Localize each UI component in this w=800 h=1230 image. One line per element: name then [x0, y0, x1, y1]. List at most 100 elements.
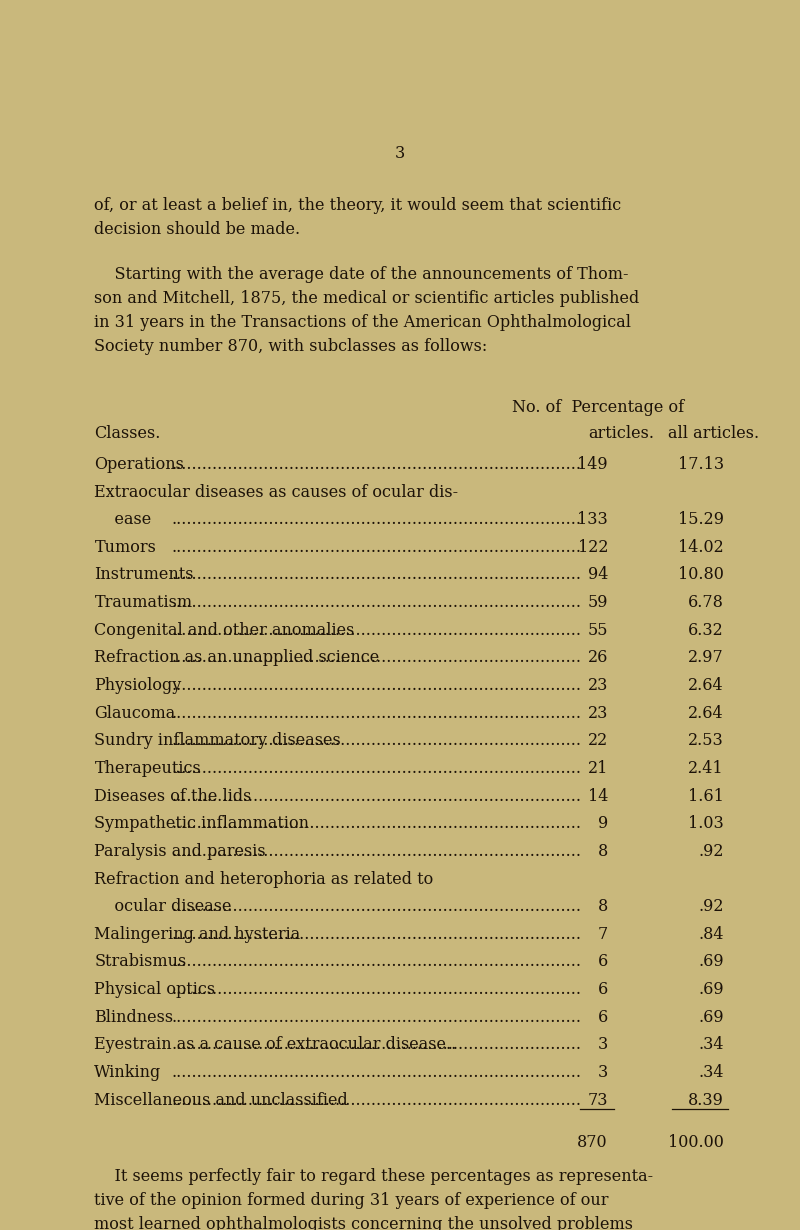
Text: .92: .92 [698, 843, 724, 860]
Text: 8: 8 [598, 843, 608, 860]
Text: Extraocular diseases as causes of ocular dis-: Extraocular diseases as causes of ocular… [94, 483, 458, 501]
Text: 14: 14 [588, 787, 608, 804]
Text: .69: .69 [698, 982, 724, 998]
Text: of, or at least a belief in, the theory, it would seem that scientific
decision : of, or at least a belief in, the theory,… [94, 197, 622, 237]
Text: 2.53: 2.53 [688, 732, 724, 749]
Text: Traumatism: Traumatism [94, 594, 193, 611]
Text: ................................................................................: ........................................… [172, 926, 582, 943]
Text: 94: 94 [588, 567, 608, 583]
Text: 100.00: 100.00 [668, 1134, 724, 1150]
Text: .92: .92 [698, 898, 724, 915]
Text: 6.78: 6.78 [688, 594, 724, 611]
Text: 2.97: 2.97 [688, 649, 724, 667]
Text: Sundry inflammatory diseases: Sundry inflammatory diseases [94, 732, 341, 749]
Text: 15.29: 15.29 [678, 512, 724, 528]
Text: It seems perfectly fair to regard these percentages as representa-
tive of the o: It seems perfectly fair to regard these … [94, 1168, 654, 1230]
Text: Strabismus: Strabismus [94, 953, 186, 970]
Text: ................................................................................: ........................................… [172, 1009, 582, 1026]
Text: Diseases of the lids: Diseases of the lids [94, 787, 252, 804]
Text: .69: .69 [698, 1009, 724, 1026]
Text: ................................................................................: ........................................… [172, 567, 582, 583]
Text: Physiology: Physiology [94, 676, 182, 694]
Text: ................................................................................: ........................................… [172, 1064, 582, 1081]
Text: 26: 26 [588, 649, 608, 667]
Text: 55: 55 [587, 622, 608, 638]
Text: 3: 3 [395, 145, 405, 162]
Text: 17.13: 17.13 [678, 456, 724, 472]
Text: .84: .84 [698, 926, 724, 943]
Text: 10.80: 10.80 [678, 567, 724, 583]
Text: 14.02: 14.02 [678, 539, 724, 556]
Text: 6: 6 [598, 1009, 608, 1026]
Text: 23: 23 [588, 676, 608, 694]
Text: 3: 3 [598, 1037, 608, 1053]
Text: Blindness: Blindness [94, 1009, 174, 1026]
Text: ................................................................................: ........................................… [172, 898, 582, 915]
Text: Therapeutics: Therapeutics [94, 760, 201, 777]
Text: 21: 21 [588, 760, 608, 777]
Text: No. of  Percentage of: No. of Percentage of [512, 399, 684, 416]
Text: Malingering and hysteria: Malingering and hysteria [94, 926, 301, 943]
Text: 2.41: 2.41 [688, 760, 724, 777]
Text: ................................................................................: ........................................… [172, 594, 582, 611]
Text: 9: 9 [598, 815, 608, 833]
Text: 149: 149 [578, 456, 608, 472]
Text: Operations: Operations [94, 456, 184, 472]
Text: .34: .34 [698, 1064, 724, 1081]
Text: ................................................................................: ........................................… [172, 676, 582, 694]
Text: ocular disease: ocular disease [94, 898, 232, 915]
Text: 8.39: 8.39 [688, 1092, 724, 1108]
Text: ................................................................................: ........................................… [172, 760, 582, 777]
Text: Glaucoma: Glaucoma [94, 705, 176, 722]
Text: ................................................................................: ........................................… [172, 982, 582, 998]
Text: 23: 23 [588, 705, 608, 722]
Text: ................................................................................: ........................................… [172, 456, 582, 472]
Text: Instruments: Instruments [94, 567, 194, 583]
Text: ................................................................................: ........................................… [172, 622, 582, 638]
Text: 8: 8 [598, 898, 608, 915]
Text: 6: 6 [598, 982, 608, 998]
Text: 73: 73 [587, 1092, 608, 1108]
Text: .34: .34 [698, 1037, 724, 1053]
Text: .69: .69 [698, 953, 724, 970]
Text: 2.64: 2.64 [688, 705, 724, 722]
Text: ................................................................................: ........................................… [172, 649, 582, 667]
Text: 22: 22 [588, 732, 608, 749]
Text: ................................................................................: ........................................… [172, 843, 582, 860]
Text: Starting with the average date of the announcements of Thom-
son and Mitchell, 1: Starting with the average date of the an… [94, 266, 640, 355]
Text: all articles.: all articles. [668, 426, 759, 443]
Text: 2.64: 2.64 [688, 676, 724, 694]
Text: ................................................................................: ........................................… [172, 539, 582, 556]
Text: 59: 59 [587, 594, 608, 611]
Text: Tumors: Tumors [94, 539, 156, 556]
Text: ................................................................................: ........................................… [172, 1092, 582, 1108]
Text: 3: 3 [598, 1064, 608, 1081]
Text: Paralysis and paresis: Paralysis and paresis [94, 843, 266, 860]
Text: 133: 133 [578, 512, 608, 528]
Text: ................................................................................: ........................................… [172, 815, 582, 833]
Text: 1.03: 1.03 [688, 815, 724, 833]
Text: 870: 870 [578, 1134, 608, 1150]
Text: Congenital and other anomalies: Congenital and other anomalies [94, 622, 354, 638]
Text: 6: 6 [598, 953, 608, 970]
Text: Miscellaneous and unclassified: Miscellaneous and unclassified [94, 1092, 348, 1108]
Text: Physical optics: Physical optics [94, 982, 215, 998]
Text: ease: ease [94, 512, 152, 528]
Text: Winking: Winking [94, 1064, 162, 1081]
Text: Classes.: Classes. [94, 426, 161, 443]
Text: ................................................................................: ........................................… [172, 1037, 582, 1053]
Text: Sympathetic inflammation: Sympathetic inflammation [94, 815, 310, 833]
Text: Refraction and heterophoria as related to: Refraction and heterophoria as related t… [94, 871, 434, 888]
Text: ................................................................................: ........................................… [172, 787, 582, 804]
Text: Refraction as an unapplied science: Refraction as an unapplied science [94, 649, 380, 667]
Text: 1.61: 1.61 [688, 787, 724, 804]
Text: ................................................................................: ........................................… [172, 732, 582, 749]
Text: 122: 122 [578, 539, 608, 556]
Text: Eyestrain as a cause of extraocular disease..: Eyestrain as a cause of extraocular dise… [94, 1037, 457, 1053]
Text: ................................................................................: ........................................… [172, 705, 582, 722]
Text: 7: 7 [598, 926, 608, 943]
Text: articles.: articles. [588, 426, 654, 443]
Text: ................................................................................: ........................................… [172, 953, 582, 970]
Text: ................................................................................: ........................................… [172, 512, 582, 528]
Text: 6.32: 6.32 [688, 622, 724, 638]
